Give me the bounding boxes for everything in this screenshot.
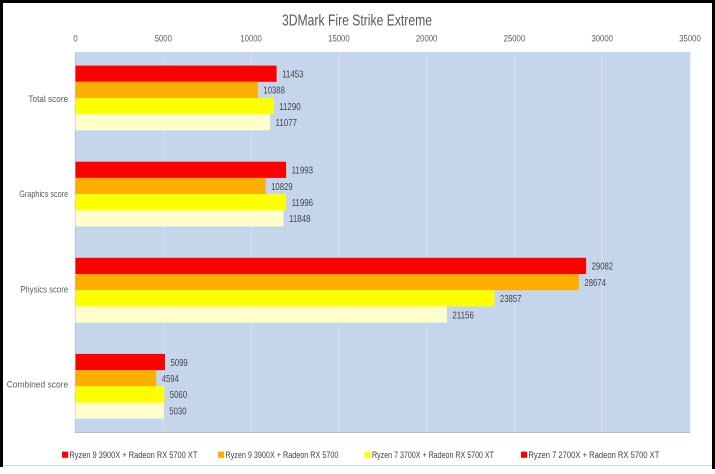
svg-text:11290: 11290 bbox=[279, 101, 301, 113]
svg-text:Graphics score: Graphics score bbox=[19, 189, 68, 199]
svg-text:15000: 15000 bbox=[328, 34, 350, 44]
svg-text:Physics score: Physics score bbox=[20, 284, 68, 294]
svg-text:Ryzen 9 3900X + Radeon RX 5700: Ryzen 9 3900X + Radeon RX 5700 XT bbox=[69, 450, 197, 460]
svg-text:11453: 11453 bbox=[282, 69, 304, 81]
svg-text:11993: 11993 bbox=[292, 165, 314, 177]
svg-text:5030: 5030 bbox=[169, 405, 186, 417]
svg-text:10388: 10388 bbox=[263, 85, 285, 97]
svg-text:5000: 5000 bbox=[155, 34, 172, 44]
svg-text:35000: 35000 bbox=[679, 34, 701, 44]
svg-text:23857: 23857 bbox=[500, 293, 522, 305]
svg-text:29082: 29082 bbox=[592, 261, 614, 273]
svg-text:10000: 10000 bbox=[240, 34, 262, 44]
svg-text:21156: 21156 bbox=[452, 309, 474, 321]
svg-text:4594: 4594 bbox=[162, 373, 179, 385]
svg-text:25000: 25000 bbox=[504, 34, 526, 44]
svg-text:Ryzen 7 3700X + Radeon RX 5700: Ryzen 7 3700X + Radeon RX 5700 XT bbox=[372, 450, 494, 460]
svg-text:5099: 5099 bbox=[171, 357, 188, 369]
svg-text:Ryzen 9 3900X + Radeon RX 5700: Ryzen 9 3900X + Radeon RX 5700 bbox=[225, 450, 338, 460]
svg-text:Ryzen 7 2700X + Radeon RX 5700: Ryzen 7 2700X + Radeon RX 5700 XT bbox=[528, 450, 659, 460]
svg-text:Total score: Total score bbox=[28, 94, 68, 104]
svg-text:30000: 30000 bbox=[591, 34, 613, 44]
svg-text:28674: 28674 bbox=[584, 277, 606, 289]
svg-text:10829: 10829 bbox=[271, 181, 293, 193]
svg-text:20000: 20000 bbox=[416, 34, 438, 44]
svg-text:11996: 11996 bbox=[292, 197, 314, 209]
svg-text:11848: 11848 bbox=[289, 213, 311, 225]
svg-text:11077: 11077 bbox=[276, 117, 298, 129]
svg-text:5060: 5060 bbox=[170, 389, 187, 401]
svg-text:Combined score: Combined score bbox=[7, 380, 69, 390]
svg-text:0: 0 bbox=[73, 34, 77, 44]
svg-text:3DMark Fire Strike Extreme: 3DMark Fire Strike Extreme bbox=[282, 12, 432, 29]
